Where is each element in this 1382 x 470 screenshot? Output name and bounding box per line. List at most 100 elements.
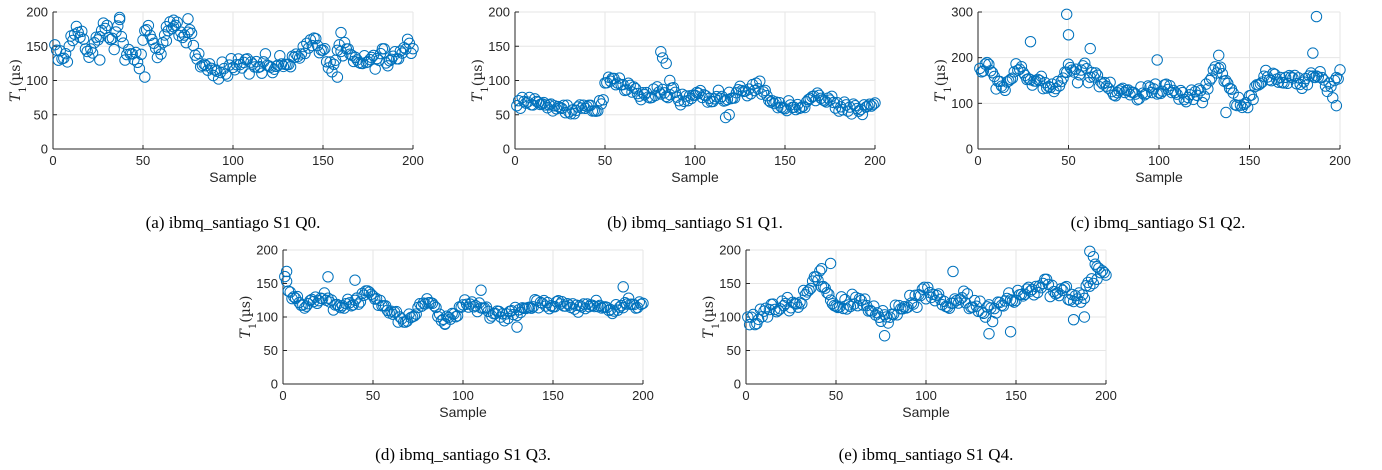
- data-point: [1030, 280, 1042, 293]
- data-point: [664, 88, 676, 101]
- y-tick-label: 150: [719, 276, 741, 291]
- data-point: [1312, 71, 1324, 83]
- data-point: [322, 271, 334, 283]
- data-point: [1151, 88, 1163, 100]
- y-tick-label: 200: [719, 243, 741, 258]
- data-point: [844, 300, 857, 313]
- data-point: [430, 301, 442, 314]
- data-point: [1240, 97, 1252, 109]
- data-point: [319, 43, 331, 55]
- data-point: [629, 82, 642, 95]
- data-point: [610, 78, 622, 91]
- data-point: [916, 283, 929, 295]
- data-point: [994, 296, 1006, 309]
- data-point: [67, 34, 79, 47]
- data-point: [1084, 42, 1096, 55]
- x-tick-label: 100: [1148, 153, 1170, 168]
- x-tick-label: 0: [974, 153, 981, 168]
- data-point: [1079, 57, 1091, 69]
- y-tick-label: 0: [41, 142, 48, 157]
- data-point: [868, 300, 880, 312]
- data-point: [660, 57, 672, 70]
- chart-panel-d: 0 50 100 150 200 0 50 100 150 200 Sample T1(µs) (d) …: [238, 243, 654, 465]
- data-point: [1330, 71, 1343, 84]
- y-tick-label: 100: [719, 310, 741, 325]
- data-point: [275, 58, 288, 70]
- caption-b: (b) ibmq_santiago S1 Q1.: [607, 213, 783, 232]
- data-point: [561, 297, 574, 310]
- data-point: [135, 48, 147, 61]
- data-point: [158, 29, 171, 41]
- data-point: [394, 45, 407, 57]
- data-point: [263, 60, 275, 72]
- y-tick-label: 150: [256, 276, 278, 291]
- caption-c: (c) ibmq_santiago S1 Q2.: [1071, 213, 1246, 232]
- data-point: [958, 285, 970, 297]
- data-point: [575, 102, 588, 114]
- data-point: [297, 40, 309, 53]
- data-point: [1301, 79, 1314, 91]
- data-point: [475, 284, 487, 296]
- data-point: [990, 307, 1002, 319]
- data-point: [182, 13, 194, 25]
- data-point: [354, 296, 367, 308]
- data-point: [680, 90, 692, 102]
- data-point: [131, 56, 144, 69]
- data-point: [1091, 261, 1103, 273]
- data-point: [1287, 72, 1299, 84]
- x-tick-label: 150: [774, 153, 796, 168]
- data-point: [460, 298, 473, 310]
- data-point: [719, 94, 732, 107]
- data-point: [880, 311, 893, 323]
- data-point: [859, 293, 871, 305]
- data-point: [1325, 80, 1337, 93]
- data-point: [723, 109, 735, 121]
- data-point: [866, 306, 878, 318]
- data-point: [1241, 101, 1254, 114]
- data-point: [932, 288, 945, 300]
- data-point: [761, 311, 774, 323]
- data-point: [1305, 67, 1317, 79]
- data-point: [763, 94, 775, 107]
- y-tick-label: 0: [734, 377, 741, 392]
- data-point: [898, 300, 911, 313]
- data-point: [1050, 82, 1062, 95]
- data-point: [1222, 77, 1234, 90]
- data-point: [961, 288, 974, 300]
- y-axis-label: T1(µs): [933, 59, 954, 102]
- data-point: [1067, 295, 1080, 308]
- data-point: [824, 257, 837, 270]
- y-tick-label: 200: [26, 5, 48, 20]
- data-point: [364, 53, 376, 66]
- data-point: [869, 97, 881, 109]
- data-point: [579, 102, 591, 114]
- data-point: [821, 287, 833, 299]
- data-point: [417, 297, 430, 309]
- data-point: [613, 72, 626, 84]
- data-point: [439, 318, 451, 330]
- data-point: [396, 47, 408, 59]
- data-point: [1094, 267, 1107, 279]
- data-point: [719, 111, 732, 124]
- data-point: [949, 293, 961, 305]
- y-tick-label: 50: [264, 343, 278, 358]
- data-point: [290, 48, 302, 60]
- data-point: [259, 48, 272, 60]
- data-point: [878, 309, 891, 321]
- data-point: [754, 75, 766, 87]
- data-point: [1142, 80, 1154, 92]
- data-point: [1004, 294, 1017, 306]
- data-point: [1087, 251, 1100, 263]
- data-point: [349, 294, 361, 306]
- data-point: [221, 70, 234, 82]
- data-point: [1314, 65, 1326, 78]
- x-tick-label: 200: [632, 388, 654, 403]
- data-point: [464, 298, 476, 310]
- data-point: [428, 300, 440, 312]
- data-point: [280, 265, 293, 278]
- data-point: [1303, 70, 1315, 82]
- data-point: [1278, 77, 1290, 89]
- data-point: [193, 47, 205, 60]
- data-point: [730, 87, 743, 99]
